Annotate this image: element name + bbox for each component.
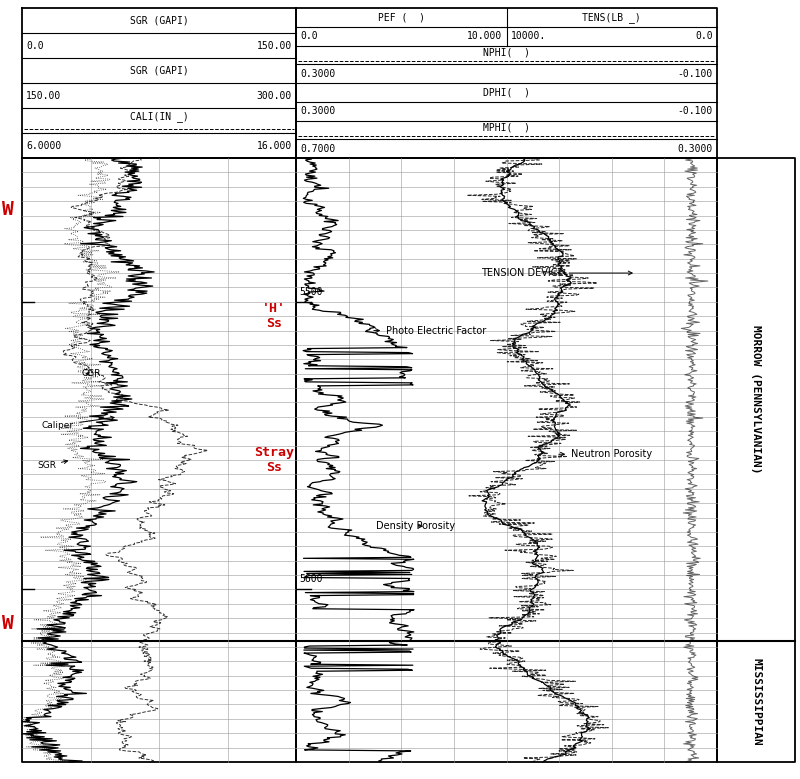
Text: MPHI(  ): MPHI( ) [483,122,530,132]
Text: 16.000: 16.000 [257,140,292,150]
Text: DPHI(  ): DPHI( ) [483,87,530,97]
Text: TENS(LB _): TENS(LB _) [582,12,641,23]
Text: -0.100: -0.100 [678,69,713,79]
Text: 0.3000: 0.3000 [300,69,335,79]
Text: SGR: SGR [37,460,67,471]
Text: SGR (GAPI): SGR (GAPI) [130,16,188,26]
Text: 10.000: 10.000 [467,31,502,41]
Text: Density Porosity: Density Porosity [376,521,455,531]
Text: 150.00: 150.00 [26,90,62,100]
Text: W: W [2,200,14,219]
Text: -0.100: -0.100 [678,106,713,116]
Text: 300.00: 300.00 [257,90,292,100]
Text: Photo Electric Factor: Photo Electric Factor [374,326,486,336]
Text: 0.7000: 0.7000 [300,143,335,153]
Text: MORROW (PENNSYLVANIAN): MORROW (PENNSYLVANIAN) [751,326,761,474]
Text: W: W [2,615,14,633]
Text: 0.0: 0.0 [695,31,713,41]
Text: NPHI(  ): NPHI( ) [483,48,530,58]
Text: 150.00: 150.00 [257,41,292,51]
Text: 0.3000: 0.3000 [678,143,713,153]
Text: MISSISSIPPIAN: MISSISSIPPIAN [751,657,761,746]
Text: CALI(IN _): CALI(IN _) [130,111,188,122]
Text: 5600: 5600 [299,574,322,584]
Text: 10000.: 10000. [510,31,546,41]
Text: TENSION DEVICE: TENSION DEVICE [481,268,632,278]
Text: Caliper: Caliper [42,416,114,430]
Text: 6.0000: 6.0000 [26,140,62,150]
Text: 5500: 5500 [299,287,322,297]
Text: Neutron Porosity: Neutron Porosity [558,449,652,460]
Text: 0.3000: 0.3000 [300,106,335,116]
Text: Stray
Ss: Stray Ss [254,446,294,474]
Text: 0.0: 0.0 [26,41,44,51]
Text: CGR: CGR [82,369,102,379]
Text: PEF (  ): PEF ( ) [378,12,425,23]
Text: 'H'
Ss: 'H' Ss [262,302,286,330]
Text: 0.0: 0.0 [300,31,318,41]
Text: SGR (GAPI): SGR (GAPI) [130,65,188,76]
